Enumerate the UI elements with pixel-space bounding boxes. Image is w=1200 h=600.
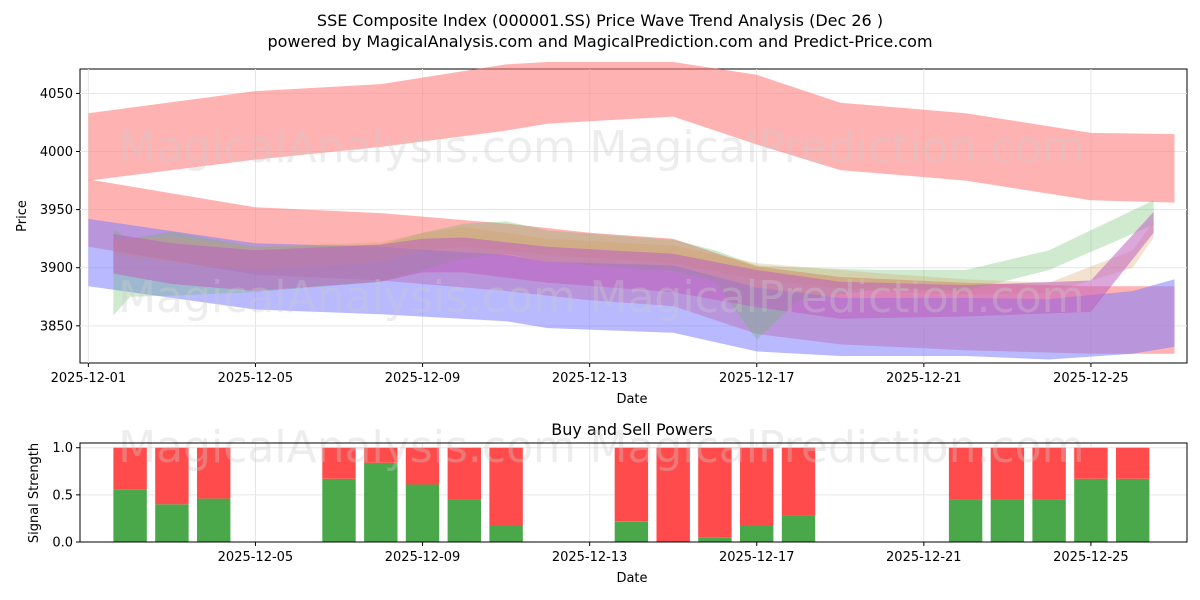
signal-y-ticks: 0.0 0.5 1.0 [52,441,80,551]
buy-power-bar [1032,499,1066,542]
price-x-tick-label: 2025-12-01 [51,371,127,386]
signal-y-tick-label: 0.5 [52,488,73,503]
buy-power-bar [364,462,398,542]
sell-power-bar [740,447,774,526]
sell-power-bar [1116,447,1150,479]
signal-x-tick-label: 2025-12-21 [886,550,962,565]
buy-power-bar [155,504,189,542]
sell-power-bar [948,447,983,500]
price-x-tick-label: 2025-12-17 [719,371,795,386]
price-y-ticks: 3850 3900 3950 4000 4050 [40,87,80,334]
sell-power-bar [1074,447,1108,479]
signal-x-tick-label: 2025-12-09 [385,550,461,565]
price-x-tick-label: 2025-12-09 [385,371,461,386]
buy-power-bar [489,526,523,542]
watermark-analysis-mid: MagicalAnalysis.com [118,272,576,323]
buy-power-bar [698,537,732,542]
sell-power-bar [447,447,481,500]
sell-power-bar [113,447,147,490]
signal-x-tick-label: 2025-12-05 [218,550,294,565]
buy-power-bar [1116,478,1150,542]
price-x-ticks: 2025-12-01 2025-12-05 2025-12-09 2025-12-13… [51,363,1129,386]
buy-power-bar [405,484,440,542]
sell-power-bar [155,447,189,505]
price-x-tick-label: 2025-12-05 [218,371,294,386]
buy-power-bar [740,526,774,542]
price-y-tick-label: 3900 [40,261,73,276]
signal-y-tick-label: 1.0 [52,441,73,456]
buy-power-bar [113,489,147,542]
signal-bars [113,447,1150,542]
sell-power-bar [1032,447,1066,500]
sell-power-bar [322,447,356,479]
price-y-tick-label: 3950 [40,203,73,218]
buy-power-bar [614,521,649,542]
signal-x-ticks: 2025-12-05 2025-12-09 2025-12-13 2025-12-17… [218,542,1129,565]
sell-power-bar [781,447,816,516]
buy-sell-panel: Buy and Sell Powers MagicalAnalysis.com … [27,420,1188,586]
price-x-tick-label: 2025-12-13 [552,371,628,386]
sell-power-bar [656,447,690,542]
price-band-purple-band [113,211,1154,319]
watermark-analysis-bottom: MagicalAnalysis.com [118,422,576,473]
buy-power-bar [781,515,816,542]
sell-power-bar [489,447,523,526]
sell-power-bar [990,447,1025,500]
signal-x-tick-label: 2025-12-13 [552,550,628,565]
buy-power-bar [948,499,983,542]
buy-power-bar [197,498,231,542]
watermark-prediction-mid: MagicalPrediction.com [590,272,1085,323]
buy-power-bar [1074,478,1108,542]
sell-power-bar [197,447,231,499]
price-wave-panel: MagicalAnalysis.com MagicalPrediction.co… [15,62,1188,407]
main-title-line2: powered by MagicalAnalysis.com and Magic… [267,32,932,51]
sell-power-bar [698,447,732,538]
watermark-analysis-top: MagicalAnalysis.com [118,122,576,173]
signal-y-tick-label: 0.0 [52,536,73,551]
watermark-prediction-top: MagicalPrediction.com [590,122,1085,173]
price-y-tick-label: 3850 [40,319,73,334]
buy-power-bar [990,499,1025,542]
sell-power-bar [364,447,398,463]
price-band-upper-red-band [88,62,1175,203]
price-bands [88,62,1175,360]
price-y-tick-label: 4050 [40,87,73,102]
price-x-tick-label: 2025-12-21 [886,371,962,386]
price-y-tick-label: 4000 [40,145,73,160]
price-x-tick-label: 2025-12-25 [1053,371,1129,386]
signal-x-tick-label: 2025-12-17 [719,550,795,565]
main-title-line1: SSE Composite Index (000001.SS) Price Wa… [317,11,883,30]
buy-power-bar [322,478,356,542]
signal-x-axis-label: Date [616,571,647,586]
price-x-axis-label: Date [616,392,647,407]
sell-power-bar [614,447,649,522]
watermark-prediction-bottom: MagicalPrediction.com [590,422,1085,473]
buy-power-bar [447,499,481,542]
buy-sell-title: Buy and Sell Powers [551,420,713,439]
price-y-axis-label: Price [15,200,30,232]
signal-y-axis-label: Signal Strength [27,443,42,543]
signal-x-tick-label: 2025-12-25 [1053,550,1129,565]
signal-plot-frame [79,442,1188,543]
sell-power-bar [405,447,440,485]
